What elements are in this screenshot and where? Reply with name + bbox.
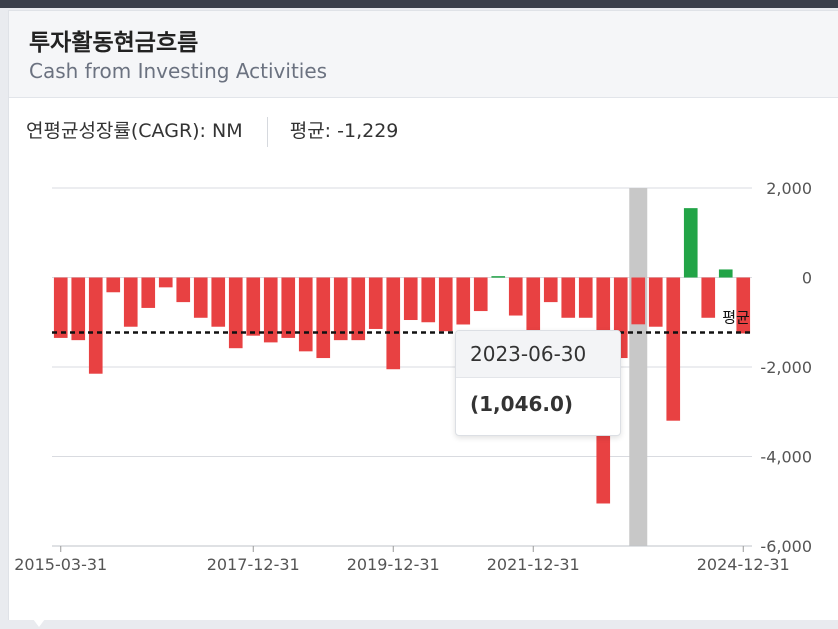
bar[interactable] xyxy=(333,277,348,341)
bar[interactable] xyxy=(368,277,383,329)
bar[interactable] xyxy=(246,277,261,336)
bar[interactable] xyxy=(561,277,576,318)
y-axis-labels: 2,000 0 -2,000 -4,000 -6,000 xyxy=(760,179,812,556)
cagr-label: 연평균성장률(CAGR): xyxy=(26,120,206,142)
bar[interactable] xyxy=(123,277,138,327)
bar[interactable] xyxy=(438,277,453,332)
cagr-value: NM xyxy=(212,120,243,142)
x-axis: 2015-03-31 2017-12-31 2019-12-31 2021-12-31… xyxy=(14,545,790,574)
bar[interactable] xyxy=(193,277,208,318)
bar[interactable] xyxy=(158,277,173,288)
bar[interactable] xyxy=(543,277,558,303)
x-tick-label: 2019-12-31 xyxy=(347,555,440,574)
bar[interactable] xyxy=(403,277,418,321)
bar[interactable] xyxy=(263,277,278,343)
y-tick-label: -4,000 xyxy=(760,448,812,467)
chart-title-korean: 투자활동현금흐름 xyxy=(29,30,199,56)
bar[interactable] xyxy=(298,277,313,352)
average-label: 평균: xyxy=(289,120,332,142)
bar[interactable] xyxy=(701,277,716,318)
bar[interactable] xyxy=(683,208,698,278)
hover-tooltip: 2023-06-30 (1,046.0) xyxy=(455,330,621,436)
bar[interactable] xyxy=(88,277,103,374)
bar[interactable] xyxy=(666,277,681,421)
tooltip-value: (1,046.0) xyxy=(470,392,574,416)
card-pointer xyxy=(33,619,45,627)
bar[interactable] xyxy=(421,277,436,323)
hover-highlight-band xyxy=(629,188,648,546)
bar[interactable] xyxy=(718,269,733,278)
y-tick-label: 2,000 xyxy=(766,179,812,198)
bar[interactable] xyxy=(631,277,646,325)
average-line: 평균 xyxy=(52,308,752,334)
bar[interactable] xyxy=(456,277,471,325)
stats-divider xyxy=(266,116,268,147)
x-tick-label: 2021-12-31 xyxy=(487,555,580,574)
bar[interactable] xyxy=(473,277,488,312)
bar[interactable] xyxy=(491,276,506,278)
summary-stats: 연평균성장률(CAGR): NM 평균: -1,229 xyxy=(26,116,398,147)
bar[interactable] xyxy=(53,277,68,338)
bar[interactable] xyxy=(176,277,191,303)
y-tick-label: -2,000 xyxy=(760,358,812,377)
bar[interactable] xyxy=(526,277,541,332)
bar[interactable] xyxy=(228,277,243,349)
chart-title-english: Cash from Investing Activities xyxy=(29,59,328,83)
card-header: 투자활동현금흐름 Cash from Investing Activities xyxy=(9,11,838,98)
average-value: -1,229 xyxy=(337,120,399,142)
bar[interactable] xyxy=(736,277,751,334)
x-tick-label: 2015-03-31 xyxy=(14,555,107,574)
bar[interactable] xyxy=(316,277,331,359)
average-line-label: 평균 xyxy=(722,308,750,326)
bar[interactable] xyxy=(648,277,663,327)
highlight-band xyxy=(629,188,648,546)
y-tick-label: 0 xyxy=(802,269,812,288)
bar[interactable] xyxy=(508,277,523,316)
x-tick-label: 2017-12-31 xyxy=(207,555,300,574)
bar[interactable] xyxy=(141,277,156,308)
bar[interactable] xyxy=(351,277,366,341)
bar[interactable] xyxy=(578,277,593,318)
bar[interactable] xyxy=(281,277,296,338)
bar[interactable] xyxy=(71,277,86,341)
y-tick-label: -6,000 xyxy=(760,537,812,556)
bar[interactable] xyxy=(386,277,401,370)
x-tick-label: 2024-12-31 xyxy=(697,555,790,574)
tooltip-date: 2023-06-30 xyxy=(456,331,620,378)
bar[interactable] xyxy=(106,277,121,293)
window-top-bar xyxy=(0,0,838,8)
bar[interactable] xyxy=(211,277,226,327)
